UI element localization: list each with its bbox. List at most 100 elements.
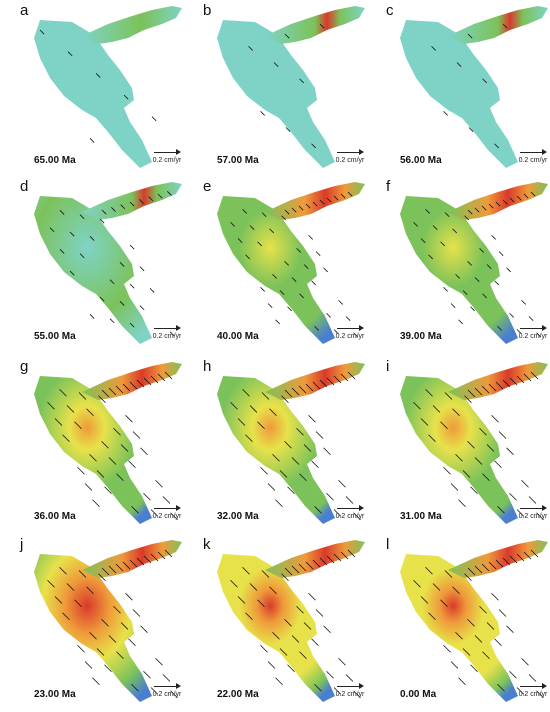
velocity-vector [462,470,471,478]
velocity-vector [299,473,307,482]
velocity-vector [261,570,270,578]
velocity-vector [284,260,289,266]
lower-basin-region [217,196,335,344]
panel-label: l [386,536,390,553]
velocity-vector [521,479,529,488]
velocity-vector [502,23,508,29]
velocity-vector [495,559,504,568]
velocity-vector [498,251,504,256]
velocity-vector [314,505,322,514]
velocity-vector [495,201,501,207]
velocity-vector [498,431,507,439]
velocity-vector [298,385,307,394]
velocity-vector [455,631,463,640]
velocity-vector [249,225,255,230]
velocity-vector [261,212,267,217]
panel-label: f [386,178,391,195]
velocity-vector [521,657,529,666]
velocity-vector [428,254,433,260]
velocity-vector [113,605,121,614]
velocity-vector [74,599,82,608]
velocity-vector [269,228,274,234]
scale-text: 0.2 cm/yr [152,333,182,340]
velocity-vector [491,592,499,601]
scale-arrow-icon [333,504,367,512]
velocity-field-map [217,362,365,524]
velocity-vector [140,625,148,634]
velocity-vector [139,305,145,311]
velocity-vector [413,221,418,227]
velocity-vector [132,609,141,617]
velocity-vector [150,687,159,695]
velocity-vector [308,234,313,240]
velocity-vector [150,509,159,517]
velocity-vector [523,551,532,560]
velocity-vector [312,559,321,568]
panel-label: b [203,2,212,19]
age-label: 57.00 Ma [217,155,259,166]
velocity-vector [59,249,65,254]
velocity-vector [420,596,429,604]
velocity-vector [333,375,342,384]
scale-arrow-icon [516,148,550,156]
velocity-vector [497,325,502,331]
velocity-vector [502,379,511,388]
velocity-vector [129,559,138,568]
velocity-vector [347,549,356,558]
panel-label: i [386,358,390,375]
velocity-vector [128,460,136,469]
velocity-vector [242,208,247,214]
velocity-vector [129,201,135,207]
velocity-vector [296,427,304,436]
velocity-vector [257,421,265,430]
velocity-vector [257,241,262,247]
upper-basin-region [265,182,365,220]
velocity-vector [98,573,106,582]
map-panel-g: g 36.00 Ma 0.2 cm/yr [12,356,192,532]
scale-arrow-icon [150,504,184,512]
velocity-vector [498,609,507,617]
velocity-vector [353,332,358,338]
upper-basin-region [448,6,548,44]
velocity-vector [311,280,316,286]
scale-text: 0.2 cm/yr [152,513,182,520]
velocity-vector [521,299,526,305]
velocity-vector [95,73,101,78]
velocity-vector [353,690,361,699]
velocity-vector [54,418,63,426]
velocity-vector [523,193,529,199]
velocity-vector [136,379,145,388]
velocity-vector [452,586,460,595]
velocity-vector [333,195,339,201]
velocity-vector [474,457,483,465]
velocity-vector [450,661,459,669]
upper-basin-region [82,540,182,578]
map-panel-j: j 23.00 Ma 0.2 cm/yr [12,534,192,710]
velocity-vector [122,383,131,392]
velocity-vector [464,395,472,404]
velocity-vector [99,296,105,302]
velocity-field-map [217,182,365,344]
velocity-vector [167,191,172,196]
velocity-vector [488,383,497,392]
scale-arrow-icon [150,324,184,332]
velocity-vector [281,395,289,404]
velocity-vector [450,483,459,491]
velocity-vector [78,570,87,578]
velocity-vector [333,553,342,562]
velocity-vector [536,332,541,338]
velocity-vector [530,371,539,380]
velocity-scale: 0.2 cm/yr [333,324,367,340]
velocity-vector [148,196,154,202]
velocity-vector [99,218,105,224]
velocity-vector [281,573,289,582]
velocity-vector [273,62,279,67]
velocity-vector [275,677,283,686]
velocity-vector [279,470,288,478]
velocity-vector [267,661,276,669]
velocity-vector [315,609,324,617]
velocity-vector [230,579,238,588]
velocity-vector [502,199,508,205]
velocity-vector [464,215,469,221]
age-label: 36.00 Ma [34,511,76,522]
